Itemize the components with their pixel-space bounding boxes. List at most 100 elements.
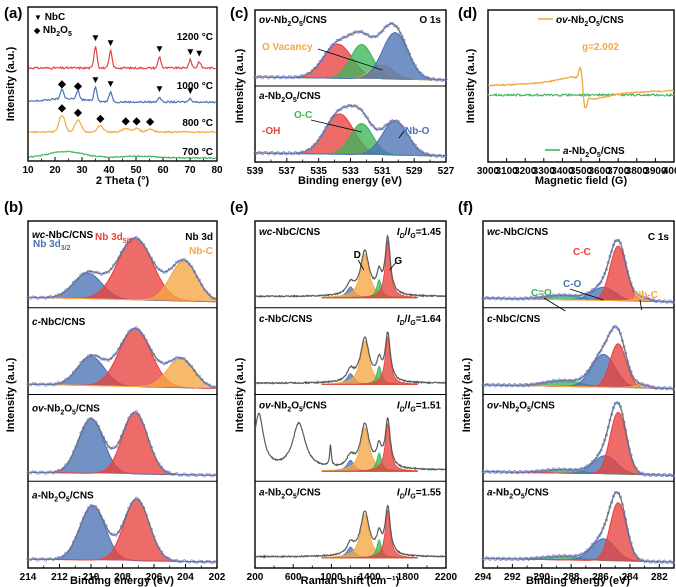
component-fill <box>255 32 446 80</box>
text-span: -Nb <box>493 487 510 498</box>
component-fill <box>483 412 674 476</box>
data-point <box>59 556 63 560</box>
data-point <box>265 75 268 79</box>
data-point <box>619 495 622 499</box>
data-point <box>590 288 594 292</box>
data-point <box>205 473 209 477</box>
data-point <box>152 261 156 264</box>
x-tick-label: 3800 <box>626 166 649 177</box>
text-span: I <box>407 314 410 325</box>
data-point <box>31 382 35 386</box>
data-point <box>147 521 151 525</box>
text-span: / <box>405 227 408 238</box>
data-point <box>603 341 607 345</box>
sample-name: c-NbC/CNS <box>259 314 313 325</box>
text-span: -Nb <box>568 15 585 26</box>
data-point <box>619 332 622 335</box>
data-point <box>150 256 153 260</box>
data-point <box>634 554 638 557</box>
data-point <box>175 472 179 475</box>
label-nb32: Nb 3d3/2 <box>33 239 71 252</box>
x-axis-label: Binding energy (eV) <box>70 575 174 587</box>
data-point <box>142 243 146 247</box>
data-point <box>147 253 151 257</box>
fit-envelope <box>483 325 674 390</box>
data-point <box>645 559 649 563</box>
data-point <box>77 277 80 280</box>
data-point <box>402 126 406 130</box>
data-point <box>555 294 559 298</box>
data-point <box>308 147 312 151</box>
panel-letter: (a) <box>4 5 22 22</box>
label-ceo: C=O <box>531 288 552 299</box>
annotation-line <box>310 119 362 133</box>
data-point <box>608 418 612 422</box>
data-point <box>324 51 328 55</box>
data-point <box>114 445 118 449</box>
data-point <box>132 499 136 503</box>
data-point <box>87 417 90 421</box>
data-point <box>483 297 487 301</box>
text-span: O <box>64 404 72 415</box>
id-ig-ratio: ID/IG=1.51 <box>397 401 442 414</box>
annotation-line <box>398 130 405 139</box>
annotation-line <box>317 48 383 71</box>
data-point <box>659 387 663 391</box>
x-tick-label: 4000 <box>663 166 676 177</box>
data-point <box>485 469 488 473</box>
data-point <box>200 378 204 381</box>
data-point <box>122 520 126 524</box>
x-tick-label: 3200 <box>514 166 537 177</box>
text-span: /CNS <box>600 15 624 26</box>
data-point <box>497 383 501 386</box>
data-point <box>383 25 387 29</box>
data-point <box>421 151 425 155</box>
text-span: -NbC/CNS <box>38 317 86 328</box>
text-span: /CNS <box>70 490 94 501</box>
data-point <box>329 116 333 120</box>
data-point <box>282 151 286 154</box>
data-point <box>41 382 45 386</box>
data-point <box>516 384 520 388</box>
data-point <box>92 354 95 358</box>
data-point <box>582 467 585 471</box>
data-point <box>139 241 143 244</box>
text-span: 5 <box>527 407 531 414</box>
data-point <box>142 506 146 510</box>
sample-name: wc-NbC/CNS <box>487 227 548 238</box>
data-point <box>297 76 301 79</box>
data-point <box>314 66 318 70</box>
x-tick-label: 20 <box>49 165 61 176</box>
data-point <box>615 239 619 243</box>
y-axis-label: Intensity (a.u.) <box>234 357 246 432</box>
data-point <box>550 555 554 559</box>
data-point <box>522 297 525 301</box>
x-tick-label: 202 <box>209 572 226 583</box>
data-point <box>622 254 626 258</box>
data-point <box>339 108 343 111</box>
sample-name: wc-NbC/CNS <box>259 227 320 238</box>
data-point <box>587 548 591 551</box>
data-point <box>265 151 268 155</box>
data-point <box>107 270 111 274</box>
text-span: wc <box>487 227 501 238</box>
text-span: -Nb <box>38 490 55 501</box>
x-tick-label: 294 <box>475 572 492 583</box>
data-point <box>368 120 372 124</box>
data-point <box>54 382 58 386</box>
data-point <box>492 556 495 560</box>
data-point <box>261 152 265 156</box>
data-point <box>394 24 398 28</box>
data-point <box>112 263 116 267</box>
data-point <box>104 524 108 528</box>
data-point <box>44 296 48 300</box>
data-point <box>652 298 656 302</box>
data-point <box>162 554 166 558</box>
data-point <box>605 518 608 522</box>
data-point <box>107 530 111 534</box>
data-point <box>64 377 68 381</box>
data-point <box>49 470 53 474</box>
data-point <box>117 530 121 534</box>
data-point <box>383 124 387 128</box>
data-point <box>631 375 635 379</box>
